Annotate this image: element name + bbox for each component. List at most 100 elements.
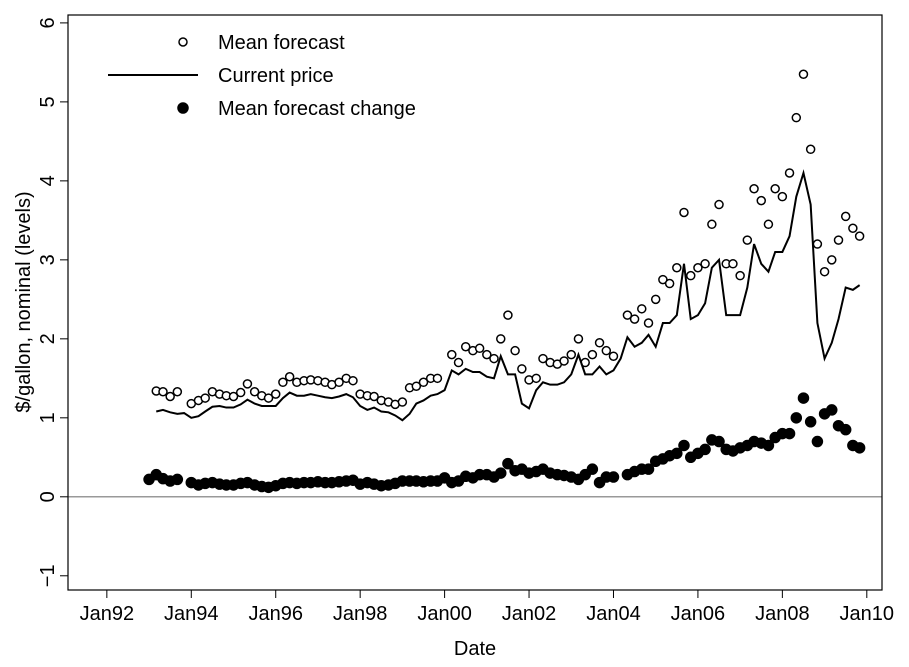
forecast-point: [728, 259, 738, 269]
forecast-point: [503, 310, 513, 320]
forecast-point: [538, 353, 548, 364]
forecast-point: [742, 235, 753, 245]
forecast-point: [517, 364, 527, 374]
forecast-point: [798, 69, 809, 79]
x-tick-label: Jan92: [80, 603, 135, 625]
change-point: [642, 463, 655, 475]
forecast-point: [411, 381, 422, 391]
change-point: [502, 457, 514, 470]
forecast-point: [453, 357, 464, 368]
forecast-point: [235, 387, 246, 398]
y-tick-label: 3: [37, 254, 59, 265]
forecast-point: [658, 274, 668, 285]
forecast-point: [460, 341, 471, 352]
forecast-point: [622, 310, 633, 320]
change-point: [607, 471, 620, 483]
legend-label: Mean forecast: [218, 32, 345, 54]
x-axis-label: Date: [454, 638, 496, 660]
forecast-point: [397, 397, 408, 407]
change-point: [853, 442, 866, 454]
change-point: [797, 392, 810, 404]
forecast-point: [172, 387, 183, 397]
y-tick-label: 4: [37, 175, 59, 186]
forecast-point: [489, 353, 499, 364]
forecast-point: [270, 389, 281, 399]
change-point: [826, 404, 838, 416]
forecast-point: [200, 393, 210, 403]
change-point: [839, 423, 852, 436]
x-tick-label: Jan06: [671, 603, 726, 625]
forecast-point: [447, 349, 457, 360]
forecast-point: [791, 112, 802, 123]
change-point: [762, 439, 775, 452]
forecast-point: [608, 351, 619, 361]
forecast-point: [812, 239, 823, 249]
forecast-point: [165, 391, 175, 402]
forecast-point: [650, 294, 661, 305]
forecast-point: [643, 318, 654, 328]
forecast-point: [629, 314, 640, 324]
forecast-point: [693, 262, 703, 273]
forecast-point: [707, 219, 717, 230]
forecast-point: [601, 345, 612, 356]
forecast-point: [510, 345, 520, 356]
forecast-point: [805, 144, 816, 155]
forecast-point: [848, 223, 858, 234]
forecast-point: [840, 211, 851, 222]
legend-marker: [177, 102, 189, 114]
forecast-point: [672, 262, 682, 273]
y-tick-label: 5: [37, 96, 59, 107]
forecast-point: [827, 255, 837, 265]
forecast-point: [228, 391, 239, 402]
forecast-point: [242, 379, 253, 389]
change-point: [811, 435, 824, 448]
x-tick-label: Jan00: [417, 603, 472, 625]
x-tick-label: Jan02: [502, 603, 557, 625]
forecast-point: [749, 184, 759, 194]
forecast-point: [369, 391, 379, 402]
forecast-point: [784, 168, 795, 178]
y-tick-label: 0: [37, 491, 59, 502]
forecast-point: [819, 266, 830, 277]
forecast-point: [158, 387, 168, 397]
change-point: [678, 439, 690, 452]
forecast-point: [594, 338, 605, 348]
forecast-point: [735, 270, 745, 281]
change-point: [495, 467, 507, 479]
forecast-point: [587, 349, 598, 360]
forecast-point: [700, 259, 710, 269]
legend-marker: [178, 37, 188, 47]
y-tick-label: −1: [37, 564, 59, 587]
change-point: [713, 435, 725, 448]
forecast-point: [679, 207, 689, 218]
forecast-point: [573, 334, 584, 344]
forecast-point: [756, 195, 767, 206]
forecast-point: [531, 373, 541, 384]
forecast-point: [770, 184, 780, 194]
x-tick-label: Jan10: [840, 603, 895, 625]
change-point: [671, 447, 683, 460]
y-tick-label: 1: [37, 412, 59, 423]
forecast-point: [474, 343, 485, 354]
forecast-point: [566, 349, 577, 360]
forecast-point: [685, 270, 696, 281]
forecast-point: [777, 191, 788, 202]
change-point: [699, 443, 711, 456]
forecast-point: [664, 278, 675, 289]
forecast-point: [482, 349, 492, 360]
forecast-point: [854, 231, 865, 241]
forecast-point: [833, 235, 844, 245]
legend-label: Current price: [218, 65, 334, 87]
change-point: [804, 416, 817, 428]
change-point: [783, 427, 796, 440]
forecast-point: [418, 377, 429, 388]
forecast-point: [432, 373, 443, 384]
forecast-point: [249, 387, 260, 397]
change-point: [586, 463, 599, 475]
y-tick-label: 6: [37, 17, 59, 28]
price-line: [156, 169, 861, 422]
x-tick-label: Jan98: [333, 603, 388, 625]
plot-frame: [67, 14, 883, 591]
legend-label: Mean forecast change: [218, 98, 416, 120]
